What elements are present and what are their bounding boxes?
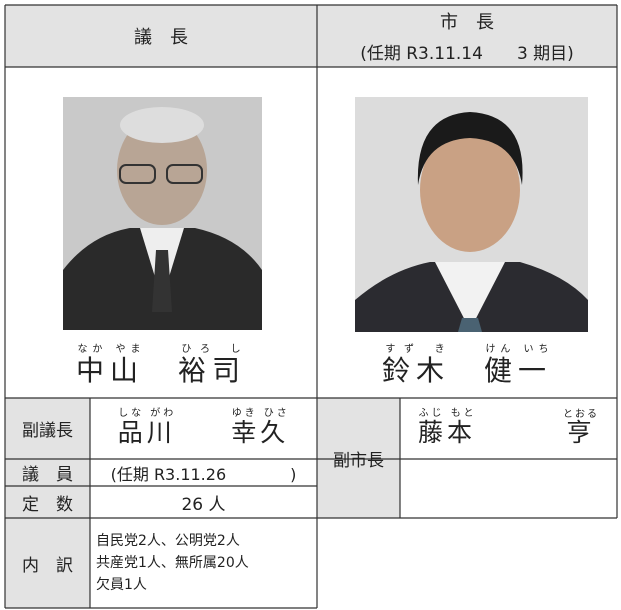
vice-mayor-name: 藤本ふじ もと 亨とおる [400,398,617,459]
name-part: 藤本ふじ もと [418,408,476,449]
text: すず き [381,343,450,355]
text: 品川 [117,418,176,447]
chair-photo [63,97,262,330]
name-part: 健一けん いち [484,344,552,389]
name-part: 幸久ゆき ひさ [231,408,289,449]
vice-chair-name: 品川しな がわ 幸久ゆき ひさ [90,398,317,459]
text: 鈴木 [381,353,450,387]
name-part: 鈴木すず き [382,344,450,389]
name-part: 中山なか やま [76,344,144,389]
label: 議 員 [22,465,73,485]
text: 亨 [563,417,599,447]
label: 内 訳 [22,555,73,576]
chair-name: 中山なか やま 裕司ひろ し [5,338,317,394]
members-term: (任期 R3.11.26 ) [110,464,297,484]
label-fill [5,398,90,608]
grid-lines [4,4,618,609]
quota-value: 26 人 [181,494,226,515]
header-chair: 議 長 [134,27,188,48]
name-part: 品川しな がわ [118,408,176,449]
label: 定 数 [22,494,73,515]
name-part: 亨とおる [563,409,599,449]
label-fill [317,398,400,518]
breakdown-line: 自民党2人、公明党2人 [96,533,240,549]
text: 藤本 [418,418,477,447]
header-fill [5,5,617,67]
breakdown-list: 自民党2人、公明党2人 共産党1人、無所属20人 欠員1人 [90,518,317,608]
header-mayor: 市 長 [440,11,494,33]
text: ひろ し [178,343,246,355]
mayor-term: (任期 R3.11.14 3 期目) [360,44,574,64]
text: 裕司 [178,353,247,387]
text: しな がわ [117,408,176,419]
text: 中山 [75,353,144,387]
name-part: 裕司ひろ し [178,344,246,389]
text: 健一 [484,353,553,387]
text: なか やま [75,343,144,355]
breakdown-line: 共産党1人、無所属20人 [96,555,249,571]
text: ふじ もと [418,408,477,419]
text: ゆき ひさ [231,408,290,419]
text: けん いち [484,343,552,355]
label: 副議長 [22,421,73,441]
mayor-name: 鈴木すず き 健一けん いち [317,338,617,394]
text: とおる [563,408,599,420]
mayor-photo [355,97,588,332]
text: 幸久 [231,418,290,447]
label: 副市長 [333,450,384,471]
breakdown-line: 欠員1人 [96,577,147,593]
